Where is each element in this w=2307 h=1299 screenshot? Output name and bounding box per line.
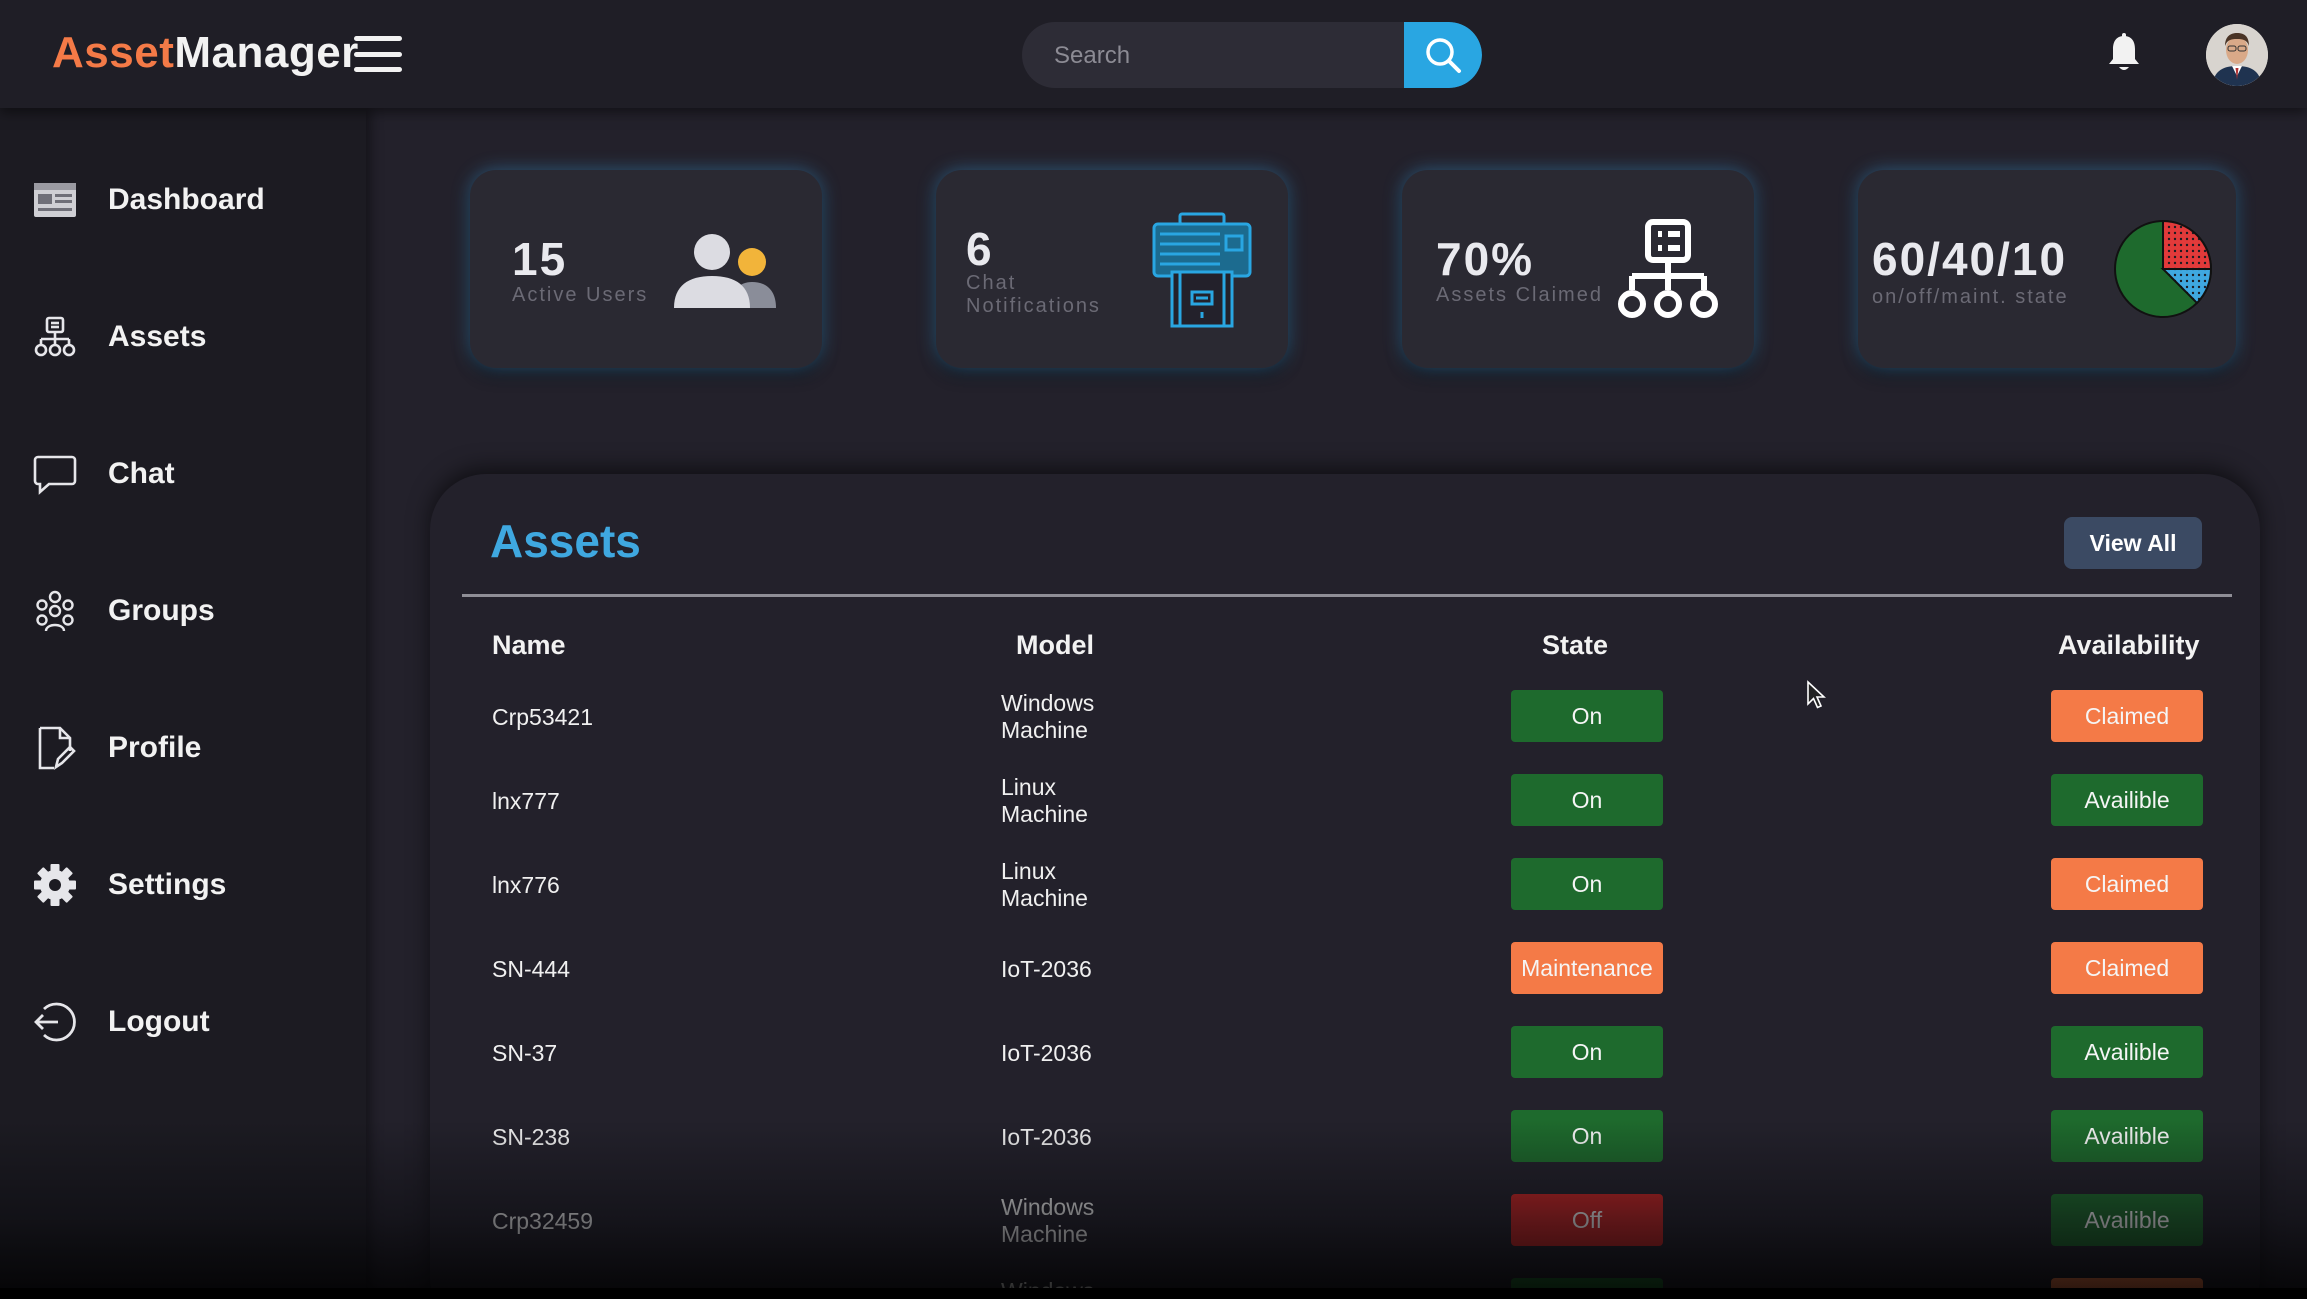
availability-badge[interactable]: Claimed: [2051, 858, 2203, 910]
asset-model-line1: Windows: [1001, 1194, 1095, 1220]
assets-panel: Assets View All Name Model State Availab…: [430, 474, 2260, 1299]
stat-value: 15: [512, 233, 568, 285]
sidebar-item-groups[interactable]: Groups: [30, 581, 350, 641]
pie-chart-icon: [2114, 219, 2213, 318]
assets-icon: [30, 312, 80, 362]
top-header: AssetManager: [0, 0, 2307, 108]
availability-badge[interactable]: Claimed: [2051, 690, 2203, 742]
network-icon: [1618, 219, 1718, 318]
stat-card-assets-claimed: 70% Assets Claimed: [1402, 170, 1754, 368]
sidebar-item-assets[interactable]: Assets: [30, 307, 350, 367]
stat-value: 70%: [1436, 233, 1535, 285]
asset-name: lnx776: [492, 872, 560, 898]
asset-name: SN-444: [492, 956, 570, 982]
availability-badge[interactable]: Availible: [2051, 1026, 2203, 1078]
assets-title: Assets: [490, 515, 641, 567]
stat-label-line2: Notifications: [966, 295, 1101, 317]
logout-icon: [30, 997, 80, 1047]
sidebar-item-label: Settings: [108, 868, 227, 901]
screen-bottom-edge: [0, 1288, 2307, 1299]
state-badge[interactable]: On: [1511, 1026, 1663, 1078]
sidebar-item-chat[interactable]: Chat: [30, 444, 350, 504]
sidebar-item-label: Chat: [108, 457, 175, 490]
asset-name: Crp53421: [492, 704, 594, 730]
sidebar-item-label: Logout: [108, 1005, 210, 1038]
stat-label: Assets Claimed: [1436, 284, 1603, 306]
availability-badge[interactable]: Availible: [2051, 1110, 2203, 1162]
asset-model-line1: Windows: [1001, 690, 1095, 716]
search-icon: [1426, 38, 1461, 73]
bell-icon[interactable]: [2104, 32, 2144, 76]
logo-part-manager: Manager: [174, 28, 359, 77]
asset-model-line2: Machine: [1001, 885, 1088, 911]
sidebar-item-label: Assets: [108, 320, 207, 353]
app-logo[interactable]: AssetManager: [52, 28, 359, 78]
search-button[interactable]: [1404, 22, 1482, 88]
stat-label-line1: Chat: [966, 272, 1017, 294]
search-bar: [1022, 22, 1482, 88]
column-header-availability[interactable]: Availability: [2058, 630, 2200, 660]
asset-model-line2: Machine: [1001, 801, 1088, 827]
asset-model-line1: Linux: [1001, 858, 1056, 884]
availability-badge[interactable]: Availible: [2051, 774, 2203, 826]
state-badge[interactable]: On: [1511, 1110, 1663, 1162]
asset-name: lnx777: [492, 788, 560, 814]
profile-icon: [30, 723, 80, 773]
asset-model-line2: Machine: [1001, 1221, 1088, 1247]
gear-icon: [30, 860, 80, 910]
state-badge[interactable]: On: [1511, 690, 1663, 742]
stat-value: 60/40/10: [1872, 233, 2068, 285]
sidebar-item-logout[interactable]: Logout: [30, 992, 350, 1052]
column-header-model[interactable]: Model: [1016, 630, 1094, 660]
asset-name: SN-37: [492, 1040, 558, 1066]
sidebar-item-settings[interactable]: Settings: [30, 855, 350, 915]
stat-label: on/off/maint. state: [1872, 286, 2069, 308]
availability-badge[interactable]: Claimed: [2051, 942, 2203, 994]
stat-card-active-users: 15 Active Users: [470, 170, 822, 368]
dashboard-icon: [30, 175, 80, 225]
sidebar-item-label: Groups: [108, 594, 215, 627]
user-avatar[interactable]: [2206, 24, 2268, 86]
groups-icon: [30, 586, 80, 636]
asset-name: Crp32459: [492, 1208, 594, 1234]
search-input[interactable]: [1022, 22, 1436, 88]
asset-name: SN-238: [492, 1124, 570, 1150]
mouse-cursor-icon: [1807, 680, 1826, 709]
asset-model-line1: IoT-2036: [1001, 1124, 1092, 1150]
state-badge[interactable]: Maintenance: [1511, 942, 1663, 994]
stat-label: Active Users: [512, 284, 649, 306]
view-all-button[interactable]: View All: [2064, 517, 2202, 569]
sidebar-item-label: Dashboard: [108, 183, 265, 216]
stat-card-chat-notifications: 6 Chat Notifications: [936, 170, 1288, 368]
sidebar-item-profile[interactable]: Profile: [30, 718, 350, 778]
printer-icon: [1152, 212, 1252, 328]
asset-model-line2: Machine: [1001, 717, 1088, 743]
menu-toggle-icon[interactable]: [354, 36, 402, 72]
sidebar: Dashboard Assets Chat: [0, 108, 366, 1299]
sidebar-item-dashboard[interactable]: Dashboard: [30, 170, 350, 230]
state-badge[interactable]: Off: [1511, 1194, 1663, 1246]
stat-card-machine-states: 60/40/10 on/off/maint. state: [1858, 170, 2236, 368]
asset-model-line1: IoT-2036: [1001, 956, 1092, 982]
asset-model-line1: Linux: [1001, 774, 1056, 800]
logo-part-asset: Asset: [52, 28, 175, 77]
column-header-name[interactable]: Name: [492, 630, 566, 660]
chat-icon: [30, 449, 80, 499]
column-header-state[interactable]: State: [1542, 630, 1609, 660]
users-icon: [674, 234, 776, 308]
availability-badge[interactable]: Availible: [2051, 1194, 2203, 1246]
state-badge[interactable]: On: [1511, 858, 1663, 910]
stat-value: 6: [966, 223, 994, 275]
state-badge[interactable]: On: [1511, 774, 1663, 826]
assets-divider: [462, 594, 2232, 597]
asset-model-line1: IoT-2036: [1001, 1040, 1092, 1066]
sidebar-item-label: Profile: [108, 731, 202, 764]
